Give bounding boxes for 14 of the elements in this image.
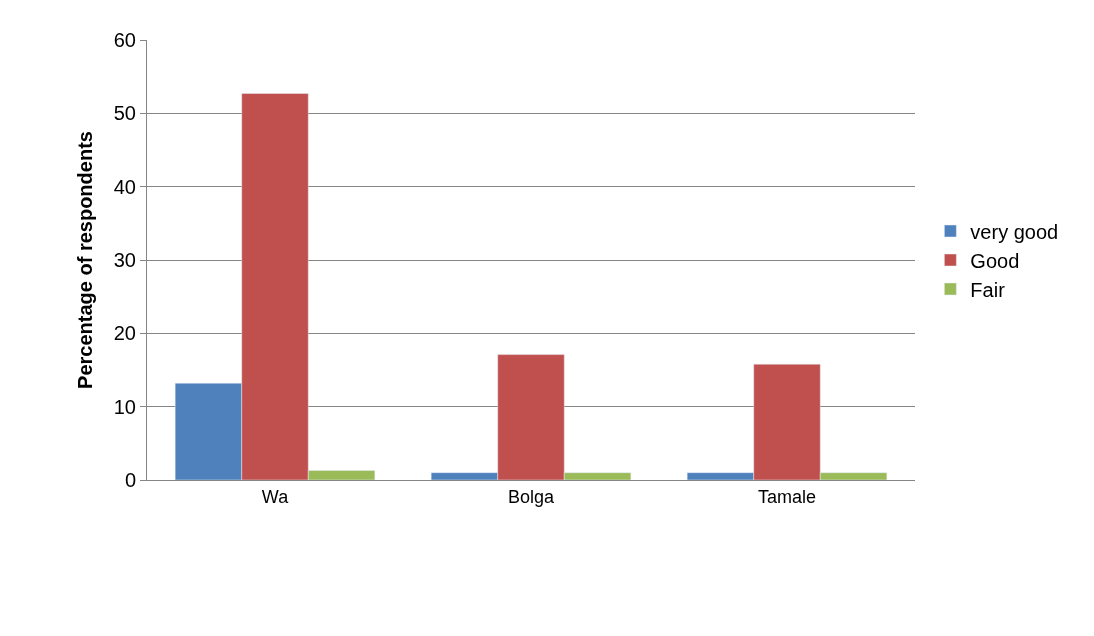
y-tick-label: 30 (113, 249, 136, 271)
y-tick-label: 60 (113, 29, 136, 51)
y-tick-label: 20 (113, 322, 136, 345)
legend-label: Good (970, 249, 1020, 272)
y-tick-label: 40 (113, 175, 136, 198)
legend-label: Fair (970, 278, 1006, 301)
x-tick-label: Bolga (507, 486, 555, 507)
y-tick-label: 50 (113, 102, 136, 125)
x-tick-label: Wa (261, 486, 290, 507)
x-tick-label: Tamale (757, 486, 817, 507)
y-axis-title: Percentage of respondents (74, 131, 97, 389)
legend-label: very good (970, 220, 1059, 243)
y-tick-label: 10 (113, 395, 136, 418)
y-tick-label: 0 (124, 469, 136, 491)
